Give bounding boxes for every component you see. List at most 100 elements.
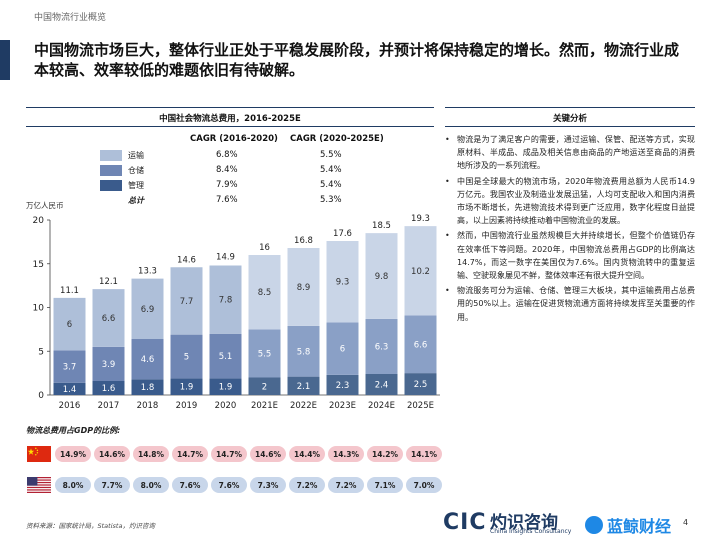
bar-segment — [248, 329, 281, 378]
bar-segment — [404, 373, 437, 395]
bar-segment — [92, 289, 125, 347]
bar-segment — [326, 374, 359, 395]
china-gdp-pill: 14.3% — [328, 446, 364, 462]
cic-logo-en: China Insights Consultancy — [490, 528, 572, 535]
data-label: 9.3 — [336, 278, 350, 288]
y-axis-unit: 万亿人民币 — [26, 201, 64, 210]
analysis-title-rule — [445, 126, 695, 127]
data-label: 8.9 — [297, 283, 311, 293]
data-label: 6 — [67, 320, 72, 330]
bar-segment — [326, 322, 359, 375]
cagr-transport-2: 5.5% — [320, 150, 342, 160]
analysis-point-1: 物流是为了满足客户的需要，通过运输、保管、配送等方式，实现原材料、半成品、成品及… — [445, 133, 695, 173]
data-label: 1.9 — [219, 383, 233, 393]
page-number: 4 — [683, 518, 689, 527]
bar-segment — [53, 350, 86, 383]
data-label: 2.4 — [375, 381, 389, 391]
x-tick-label: 2020 — [215, 401, 237, 411]
cic-logo: CIC — [443, 510, 487, 535]
cagr-header-2020-2025: CAGR (2020-2025E) — [290, 134, 384, 144]
analysis-top-rule — [445, 107, 695, 108]
analysis-panel: 物流是为了满足客户的需要，通过运输、保管、配送等方式，实现原材料、半成品、成品及… — [445, 133, 695, 326]
data-label: 8.5 — [258, 288, 272, 298]
bar-segment — [287, 248, 320, 326]
title-accent-bar — [0, 40, 10, 80]
data-label: 6 — [340, 345, 345, 355]
legend-swatch-transport — [100, 150, 122, 161]
x-tick-label: 2022E — [290, 401, 317, 411]
legend-item-transport: 运输 — [100, 150, 188, 161]
us-gdp-pill: 7.3% — [250, 477, 286, 493]
data-label: 9.8 — [375, 272, 389, 282]
cagr-header-2016-2020: CAGR (2016-2020) — [190, 134, 278, 144]
brand2-logo-text: 蓝鲸财经 — [607, 517, 672, 536]
legend-label-transport: 运输 — [128, 151, 144, 160]
bar-segment — [131, 278, 164, 339]
cagr-transport-1: 6.8% — [216, 150, 238, 160]
whale-icon — [585, 516, 603, 534]
data-label: 6.9 — [141, 305, 155, 315]
us-gdp-pill: 8.0% — [55, 477, 91, 493]
x-tick-label: 2019 — [176, 401, 198, 411]
legend-label-management: 管理 — [128, 181, 144, 190]
data-label: 3.7 — [63, 363, 77, 373]
bar-segment — [365, 374, 398, 395]
data-label: 5.1 — [219, 352, 233, 362]
bar-segment — [287, 325, 320, 377]
x-tick-label: 2023E — [329, 401, 356, 411]
source-note: 资料来源：国家统计局，Statista，灼识咨询 — [26, 522, 155, 530]
data-label: 2 — [262, 382, 267, 392]
us-gdp-pill: 7.2% — [328, 477, 364, 493]
us-gdp-pill: 7.7% — [94, 477, 130, 493]
bar-segment — [365, 233, 398, 319]
bar-segment — [209, 378, 242, 395]
us-gdp-pill: 8.0% — [133, 477, 169, 493]
bar-segment — [53, 297, 86, 351]
data-label: 6.3 — [375, 342, 389, 352]
data-label: 1.9 — [180, 383, 194, 393]
x-tick-label: 2021E — [251, 401, 278, 411]
data-label: 1.8 — [141, 383, 155, 393]
china-gdp-pill: 14.7% — [211, 446, 247, 462]
bar-segment — [287, 376, 320, 395]
data-label: 5.8 — [297, 347, 311, 357]
legend-label-total: 总计 — [128, 196, 144, 205]
analysis-point-3: 然而，中国物流行业虽然规模巨大并持续增长，但整个价值链仍存在效率低下等问题。20… — [445, 229, 695, 282]
us-gdp-pill: 7.6% — [211, 477, 247, 493]
chart-title: 中国社会物流总费用，2016-2025E — [159, 114, 301, 124]
cic-logo-cn: 灼识咨询 — [490, 513, 558, 533]
china-flag-icon — [27, 446, 51, 462]
legend-swatch-warehouse — [100, 165, 122, 176]
bar-segment — [53, 382, 86, 395]
total-label: 19.3 — [411, 214, 430, 224]
total-label: 18.5 — [372, 221, 391, 231]
data-label: 3.9 — [102, 360, 116, 370]
data-label: 1.6 — [102, 384, 116, 394]
china-gdp-pill: 14.7% — [172, 446, 208, 462]
legend-swatch-management — [100, 180, 122, 191]
bar-segment — [131, 379, 164, 395]
bar-segment — [248, 255, 281, 330]
cagr-total-2: 5.3% — [320, 195, 342, 205]
bar-segment — [92, 346, 125, 381]
china-gdp-pill: 14.4% — [289, 446, 325, 462]
data-label: 1.4 — [63, 385, 77, 395]
y-tick-label: 20 — [33, 216, 45, 226]
data-label: 2.5 — [414, 380, 428, 390]
bar-segment — [404, 315, 437, 374]
china-gdp-pill: 14.8% — [133, 446, 169, 462]
bar-segment — [248, 377, 281, 395]
bar-segment — [170, 334, 203, 379]
cagr-management-1: 7.9% — [216, 180, 238, 190]
cagr-management-2: 5.4% — [320, 180, 342, 190]
china-gdp-pill: 14.1% — [406, 446, 442, 462]
us-gdp-pill: 7.2% — [289, 477, 325, 493]
legend-item-management: 管理 — [100, 180, 188, 191]
china-gdp-pill: 14.9% — [55, 446, 91, 462]
cagr-warehouse-2: 5.4% — [320, 165, 342, 175]
total-label: 16 — [259, 243, 270, 253]
stacked-bar-chart: 0 5 10 15 20 1.4 3.7 6 11.1 2016 1.6 3.9 6.6 12.1 2017… — [33, 214, 440, 411]
cagr-warehouse-1: 8.4% — [216, 165, 238, 175]
x-tick-label: 2017 — [98, 401, 120, 411]
us-gdp-pill: 7.6% — [172, 477, 208, 493]
